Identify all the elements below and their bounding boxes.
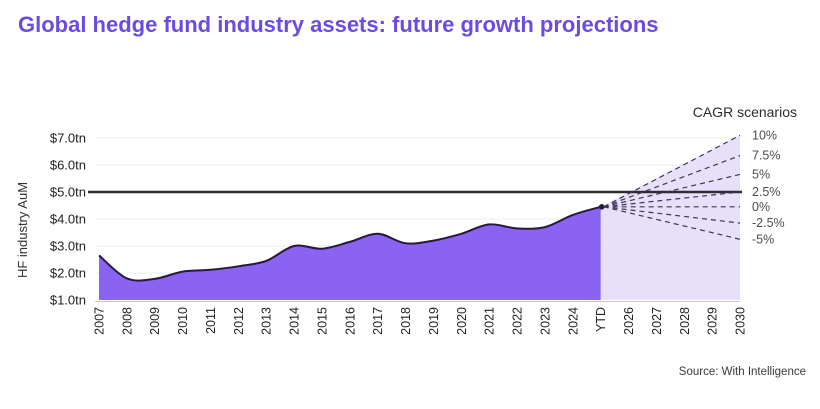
x-tick-label: 2017: [371, 307, 385, 335]
x-tick-label: 2007: [93, 307, 107, 335]
scenario-label: 0%: [752, 200, 770, 214]
fan-region: [600, 135, 740, 300]
scenario-label: -2.5%: [752, 216, 785, 230]
y-axis-title: HF industry AuM: [15, 182, 30, 278]
scenario-line: [603, 206, 741, 224]
x-tick-label: 2018: [399, 307, 413, 335]
x-tick-label: 2011: [204, 307, 218, 334]
x-tick-label: 2013: [260, 307, 274, 335]
scenario-label: 2.5%: [752, 185, 781, 199]
x-tick-label: 2021: [483, 307, 497, 335]
y-tick-label: $5.0tn: [50, 185, 86, 200]
x-tick-label: 2015: [316, 307, 330, 335]
x-tick-label: 2030: [734, 307, 748, 335]
x-tick-label: 2022: [511, 307, 525, 335]
y-tick-label: $4.0tn: [50, 212, 86, 227]
x-tick-label: 2024: [566, 307, 580, 335]
x-tick-label: YTD: [594, 307, 608, 332]
area-outline: [98, 205, 601, 282]
scenario-line: [603, 134, 741, 208]
area-series: [99, 206, 601, 300]
scenario-line: [603, 155, 741, 208]
chart-title: Global hedge fund industry assets: futur…: [18, 12, 659, 37]
x-tick-label: 2020: [455, 307, 469, 335]
x-tick-label: 2028: [678, 307, 692, 335]
x-tick-label: 2016: [343, 307, 357, 335]
source-note: Source: With Intelligence: [678, 366, 806, 378]
projection-origin-marker: [598, 204, 605, 210]
cagr-scenarios-heading: CAGR scenarios: [693, 104, 797, 120]
y-tick-label: $2.0tn: [50, 266, 86, 281]
x-tick-label: 2009: [148, 307, 162, 335]
y-tick-label: $3.0tn: [50, 239, 86, 254]
x-tick-label: 2026: [622, 307, 636, 335]
x-tick-label: 2010: [176, 307, 190, 335]
x-tick-label: 2029: [706, 307, 720, 335]
x-tick-label: 2019: [427, 307, 441, 335]
x-tick-label: 2012: [232, 307, 246, 335]
scenario-label: -5%: [752, 232, 774, 246]
y-tick-label: $6.0tn: [50, 158, 86, 173]
scenario-line: [603, 191, 741, 208]
scenario-label: 10%: [752, 128, 777, 142]
x-tick-label: 2023: [538, 307, 552, 335]
scenario-label: 5%: [752, 167, 770, 181]
x-tick-label: 2008: [120, 307, 134, 335]
scenario-label: 7.5%: [752, 149, 781, 163]
x-tick-label: 2014: [288, 307, 302, 335]
y-tick-label: $7.0tn: [50, 131, 86, 146]
y-tick-label: $1.0tn: [50, 293, 86, 308]
x-tick-label: 2027: [650, 307, 664, 335]
